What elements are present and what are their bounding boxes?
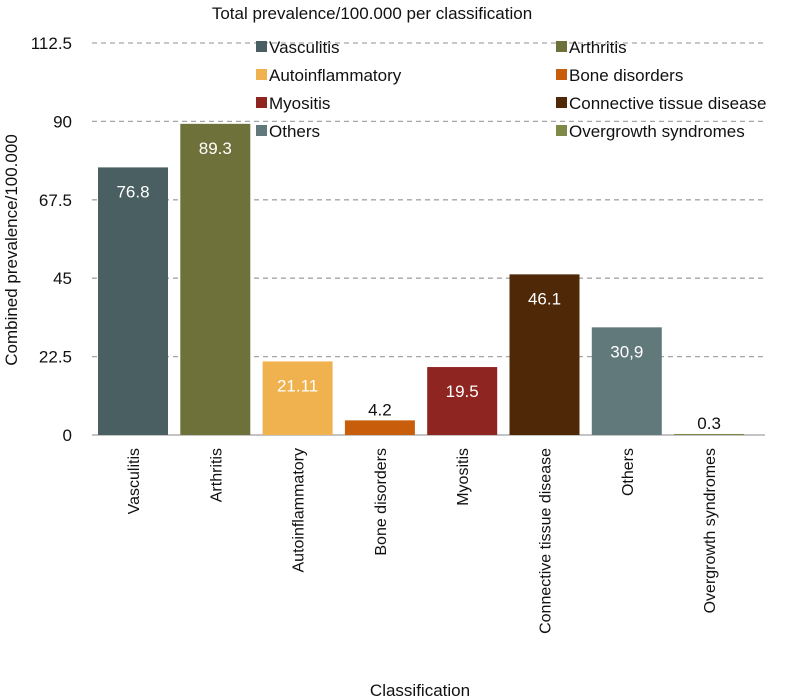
x-tick-labels: Vasculitis Arthritis Autoinflammatory Bone … — [126, 448, 719, 634]
data-label: 0.3 — [697, 414, 721, 433]
bar — [98, 167, 168, 436]
y-tick-label: 0 — [63, 426, 72, 445]
legend-label: Bone disorders — [569, 66, 683, 85]
y-tick-label: 112.5 — [31, 34, 72, 53]
legend-label: Vasculitis — [269, 38, 340, 57]
legend-label: Overgrowth syndromes — [569, 122, 745, 141]
y-tick-labels: 0 22.5 45 67.5 90 112.5 — [31, 34, 72, 445]
data-labels: 76.8 89.3 21.11 4.2 19.5 46.1 30,9 0.3 — [116, 139, 720, 433]
bar — [344, 420, 415, 435]
legend-label: Myositis — [269, 94, 330, 113]
x-tick-label: Arthritis — [208, 448, 225, 502]
bar — [262, 361, 333, 435]
legend-label: Arthritis — [569, 38, 627, 57]
bar — [509, 274, 580, 435]
legend-swatch — [556, 97, 567, 108]
y-tick-label: 45 — [53, 269, 72, 288]
x-tick-label: Myositis — [455, 448, 472, 506]
legend-swatch — [556, 125, 567, 136]
legend-swatch — [256, 125, 267, 136]
legend-label: Others — [269, 122, 320, 141]
legend-swatch — [256, 97, 267, 108]
y-tick-label: 22.5 — [39, 348, 72, 367]
y-axis-title: Combined prevalence/100.000 — [2, 134, 21, 366]
x-tick-label: Overgrowth syndromes — [702, 448, 719, 613]
data-label: 89.3 — [199, 139, 232, 158]
bar — [591, 327, 662, 435]
x-tick-label: Vasculitis — [126, 448, 143, 514]
legend-swatch — [256, 69, 267, 80]
x-tick-label: Bone disorders — [373, 448, 390, 556]
x-tick-label: Others — [620, 448, 637, 496]
data-label: 76.8 — [116, 182, 149, 201]
data-label: 4.2 — [368, 400, 392, 419]
legend-swatch — [556, 41, 567, 52]
y-tick-label: 90 — [53, 112, 72, 131]
legend-label: Connective tissue disease — [569, 94, 767, 113]
bar — [674, 433, 745, 435]
data-label: 30,9 — [610, 342, 643, 361]
x-axis-title: Classification — [370, 681, 470, 700]
legend: Vasculitis Arthritis Autoinflammatory Bone … — [256, 38, 767, 141]
y-tick-label: 67.5 — [39, 191, 72, 210]
chart-title: Total prevalence/100.000 per classificat… — [212, 4, 532, 23]
legend-swatch — [256, 41, 267, 52]
bar — [180, 123, 251, 435]
x-tick-label: Connective tissue disease — [538, 448, 555, 634]
data-label: 21.11 — [277, 376, 318, 395]
data-label: 19.5 — [446, 382, 479, 401]
legend-label: Autoinflammatory — [269, 66, 402, 85]
data-label: 46.1 — [528, 289, 561, 308]
bar — [427, 367, 498, 435]
bars — [98, 123, 745, 436]
x-tick-label: Autoinflammatory — [291, 448, 308, 573]
legend-swatch — [556, 69, 567, 80]
